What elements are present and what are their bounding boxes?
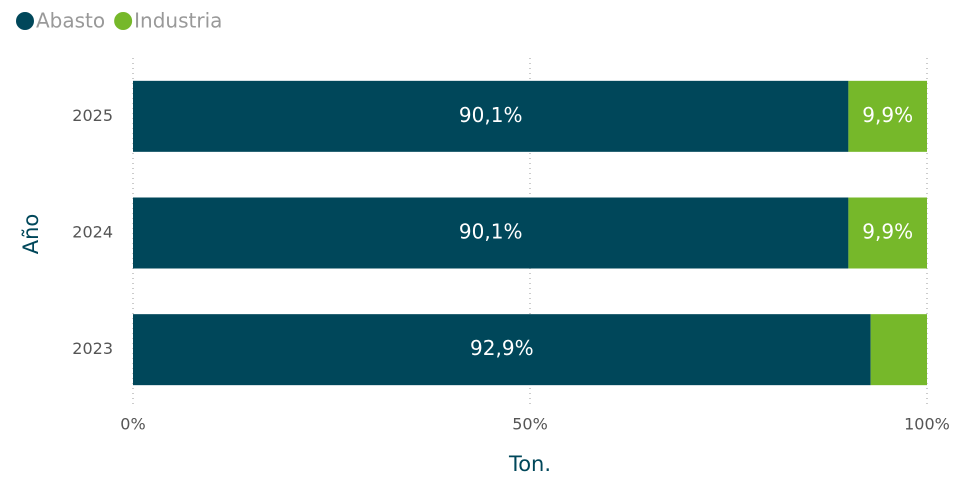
x-axis-label: Ton. — [508, 452, 551, 476]
legend-label: Industria — [134, 9, 222, 33]
legend-marker — [16, 12, 34, 30]
data-label: 90,1% — [459, 103, 523, 127]
bar-segment — [133, 314, 871, 386]
y-tick-label: 2024 — [72, 223, 113, 242]
bar-segment — [848, 80, 927, 152]
y-tick-label: 2025 — [72, 106, 113, 125]
y-axis-label: Año — [19, 214, 43, 255]
bar-segment — [870, 314, 927, 386]
legend-label: Abasto — [36, 9, 105, 33]
data-label: 9,9% — [862, 103, 913, 127]
bar-segment — [848, 197, 927, 269]
y-tick-label: 2023 — [72, 339, 113, 358]
data-label: 9,9% — [862, 220, 913, 244]
bar-segment — [133, 80, 849, 152]
bar-segment — [133, 197, 849, 269]
legend-marker — [114, 12, 133, 30]
data-label: 90,1% — [459, 220, 523, 244]
x-tick-label: 50% — [512, 415, 548, 434]
x-tick-label: 0% — [120, 415, 145, 434]
x-tick-label: 100% — [904, 415, 950, 434]
data-label: 92,9% — [470, 336, 534, 360]
